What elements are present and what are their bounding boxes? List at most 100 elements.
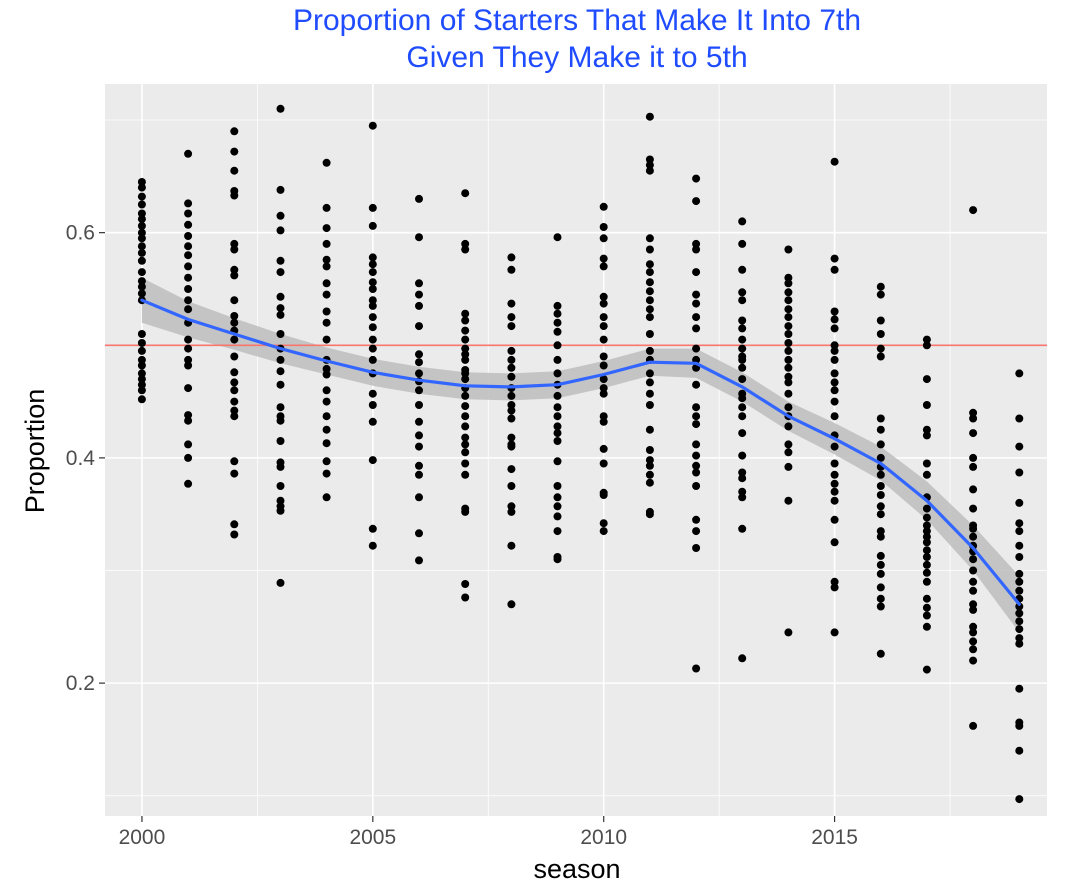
- data-point: [276, 367, 285, 376]
- data-point: [738, 468, 747, 477]
- data-point: [599, 292, 608, 301]
- data-point: [368, 296, 377, 305]
- data-point: [553, 512, 562, 521]
- data-point: [969, 485, 978, 494]
- data-point: [137, 361, 146, 370]
- data-point: [876, 290, 885, 299]
- data-point: [322, 370, 331, 379]
- data-point: [507, 465, 516, 474]
- data-point: [415, 401, 423, 409]
- data-point: [184, 384, 193, 393]
- data-point: [553, 422, 562, 431]
- data-point: [368, 323, 377, 332]
- data-point: [137, 209, 146, 218]
- data-point: [692, 245, 701, 254]
- data-point: [415, 290, 423, 299]
- data-point: [184, 344, 193, 353]
- data-point: [276, 211, 285, 220]
- data-point: [137, 330, 146, 338]
- data-point: [645, 268, 654, 277]
- data-point: [276, 185, 285, 194]
- data-point: [507, 442, 516, 451]
- data-point: [692, 344, 701, 353]
- data-point: [230, 352, 239, 361]
- data-point: [969, 628, 978, 637]
- data-point: [599, 361, 608, 370]
- data-point: [738, 375, 747, 384]
- data-point: [507, 322, 516, 331]
- data-point: [1015, 609, 1024, 618]
- data-point: [692, 482, 701, 490]
- data-point: [184, 361, 193, 370]
- data-point: [415, 322, 423, 331]
- data-point: [922, 459, 931, 468]
- data-point: [599, 322, 608, 331]
- data-point: [461, 593, 470, 602]
- data-point: [137, 289, 146, 298]
- data-point: [784, 372, 793, 381]
- data-point: [1015, 468, 1024, 477]
- data-point: [692, 299, 701, 308]
- data-point: [876, 414, 885, 423]
- data-point: [692, 412, 701, 421]
- smooth-trend-line: [140, 298, 1021, 606]
- data-point: [599, 234, 608, 243]
- data-point: [830, 487, 839, 496]
- data-point: [876, 502, 885, 511]
- data-point: [1015, 625, 1024, 634]
- data-point: [692, 290, 701, 299]
- data-point: [230, 271, 239, 280]
- data-point: [368, 221, 377, 230]
- data-point: [599, 254, 608, 263]
- data-point: [922, 431, 931, 440]
- data-point: [276, 403, 285, 412]
- data-point: [830, 355, 839, 364]
- data-point: [738, 316, 747, 325]
- data-point: [876, 602, 885, 611]
- data-point: [415, 233, 423, 242]
- data-point: [784, 403, 793, 412]
- data-point: [692, 174, 701, 183]
- data-point: [184, 355, 193, 364]
- data-point: [507, 346, 516, 355]
- data-point: [137, 256, 146, 265]
- data-point: [230, 127, 239, 136]
- data-point: [230, 147, 239, 156]
- data-point: [738, 355, 747, 364]
- data-point: [599, 459, 608, 468]
- data-point: [507, 299, 516, 308]
- data-point: [1015, 527, 1024, 536]
- data-point: [784, 378, 793, 387]
- data-point: [230, 530, 239, 539]
- data-point: [461, 350, 470, 359]
- data-point: [1015, 721, 1024, 730]
- data-point: [553, 403, 562, 412]
- data-point: [184, 416, 193, 425]
- data-point: [876, 649, 885, 658]
- data-point: [368, 253, 377, 262]
- data-point: [368, 285, 377, 293]
- data-point: [922, 577, 931, 586]
- data-point: [368, 541, 377, 550]
- data-point: [922, 470, 931, 479]
- data-point: [922, 521, 931, 530]
- data-point: [322, 425, 331, 434]
- data-point: [368, 260, 377, 269]
- data-point: [1015, 795, 1024, 804]
- data-point: [322, 318, 331, 327]
- data-point: [969, 408, 978, 417]
- data-point: [738, 324, 747, 333]
- data-point: [553, 502, 562, 511]
- data-point: [322, 290, 331, 299]
- data-point: [922, 538, 931, 547]
- data-point: [738, 265, 747, 274]
- data-point: [784, 496, 793, 505]
- data-point: [553, 527, 562, 536]
- data-point: [784, 322, 793, 331]
- chart-title-line-2: Given They Make it to 5th: [406, 41, 747, 74]
- data-point: [368, 313, 377, 322]
- data-point: [553, 391, 562, 400]
- data-point: [876, 330, 885, 338]
- data-point: [830, 265, 839, 274]
- data-point: [830, 254, 839, 263]
